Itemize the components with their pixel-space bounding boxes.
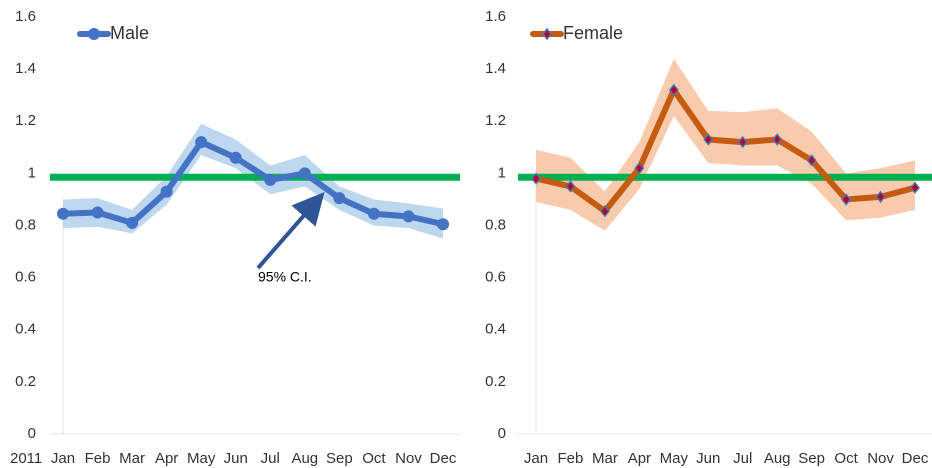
y-tick-label: 0.6 (15, 269, 36, 286)
y-tick-label: 0.4 (485, 321, 506, 338)
series-line (535, 86, 916, 215)
legend-label: Male (110, 23, 149, 43)
point (599, 204, 610, 218)
x-tick-label: May (660, 450, 689, 467)
x-tick-label: Nov (395, 450, 422, 467)
y-tick-label: 0.8 (485, 216, 506, 233)
legend-marker (542, 27, 552, 41)
x-tick-label: Nov (867, 450, 894, 467)
x-tick-label: Aug (764, 450, 791, 467)
x-tick-label: Sep (326, 450, 353, 467)
point (195, 136, 208, 149)
x-tick-label: Mar (119, 450, 145, 467)
point (737, 135, 748, 149)
point (264, 173, 277, 186)
legend-label: Female (563, 23, 623, 43)
x-tick-label: Jan (524, 450, 548, 467)
point (229, 151, 242, 164)
x-tick-label: Jun (224, 450, 248, 467)
point (875, 190, 886, 204)
x-tick-label: Jul (261, 450, 280, 467)
y-tick-label: 0.2 (485, 373, 506, 390)
ci-band (536, 58, 915, 231)
y-tick-label: 1.4 (15, 60, 36, 77)
annotation: 95% C.I. (258, 269, 312, 285)
annotation-arrow (256, 191, 325, 270)
point (772, 133, 783, 146)
y-tick-label: 1 (498, 164, 506, 181)
point (57, 207, 69, 220)
point (367, 207, 380, 220)
y-tick-label: 0.2 (15, 373, 36, 390)
y-tick-label: 0.4 (15, 321, 36, 338)
x-tick-label: Mar (592, 450, 618, 467)
x-tick-label: Feb (558, 450, 584, 467)
point (126, 216, 139, 229)
point (565, 180, 576, 193)
point (160, 185, 173, 198)
y-tick-label: 1.4 (485, 60, 506, 77)
ci-band (63, 123, 443, 239)
legend-marker (88, 28, 100, 40)
y-tick-label: 1.2 (15, 112, 36, 129)
year-label: 2011 (10, 450, 42, 467)
x-tick-label: Apr (155, 450, 178, 467)
x-tick-label: Aug (291, 450, 318, 467)
point (333, 192, 346, 205)
y-tick-label: 1 (28, 164, 36, 181)
point (298, 167, 311, 180)
point (634, 161, 645, 175)
y-tick-label: 1.6 (485, 8, 506, 25)
y-tick-label: 0.6 (485, 269, 506, 286)
point (402, 210, 415, 223)
x-tick-label: Sep (798, 450, 825, 467)
x-tick-label: Jan (51, 450, 75, 467)
point (703, 133, 714, 146)
x-tick-label: Feb (85, 450, 111, 467)
point (437, 218, 449, 231)
point (910, 181, 920, 194)
x-tick-label: Apr (628, 450, 651, 467)
x-tick-label: Oct (834, 450, 858, 467)
x-tick-label: Oct (362, 450, 386, 467)
point (668, 83, 679, 97)
x-tick-label: Jun (696, 450, 720, 467)
point (91, 206, 104, 219)
point (841, 193, 852, 206)
x-tick-label: May (187, 450, 216, 467)
point (806, 154, 817, 167)
x-tick-label: Jul (733, 450, 752, 467)
point (531, 172, 541, 185)
y-tick-label: 1.6 (15, 8, 36, 25)
x-tick-label: Dec (902, 450, 929, 467)
y-tick-label: 0.8 (15, 216, 36, 233)
x-tick-label: Dec (430, 450, 457, 467)
y-tick-label: 0 (28, 425, 36, 442)
y-tick-label: 1.2 (485, 112, 506, 129)
y-tick-label: 0 (498, 425, 506, 442)
